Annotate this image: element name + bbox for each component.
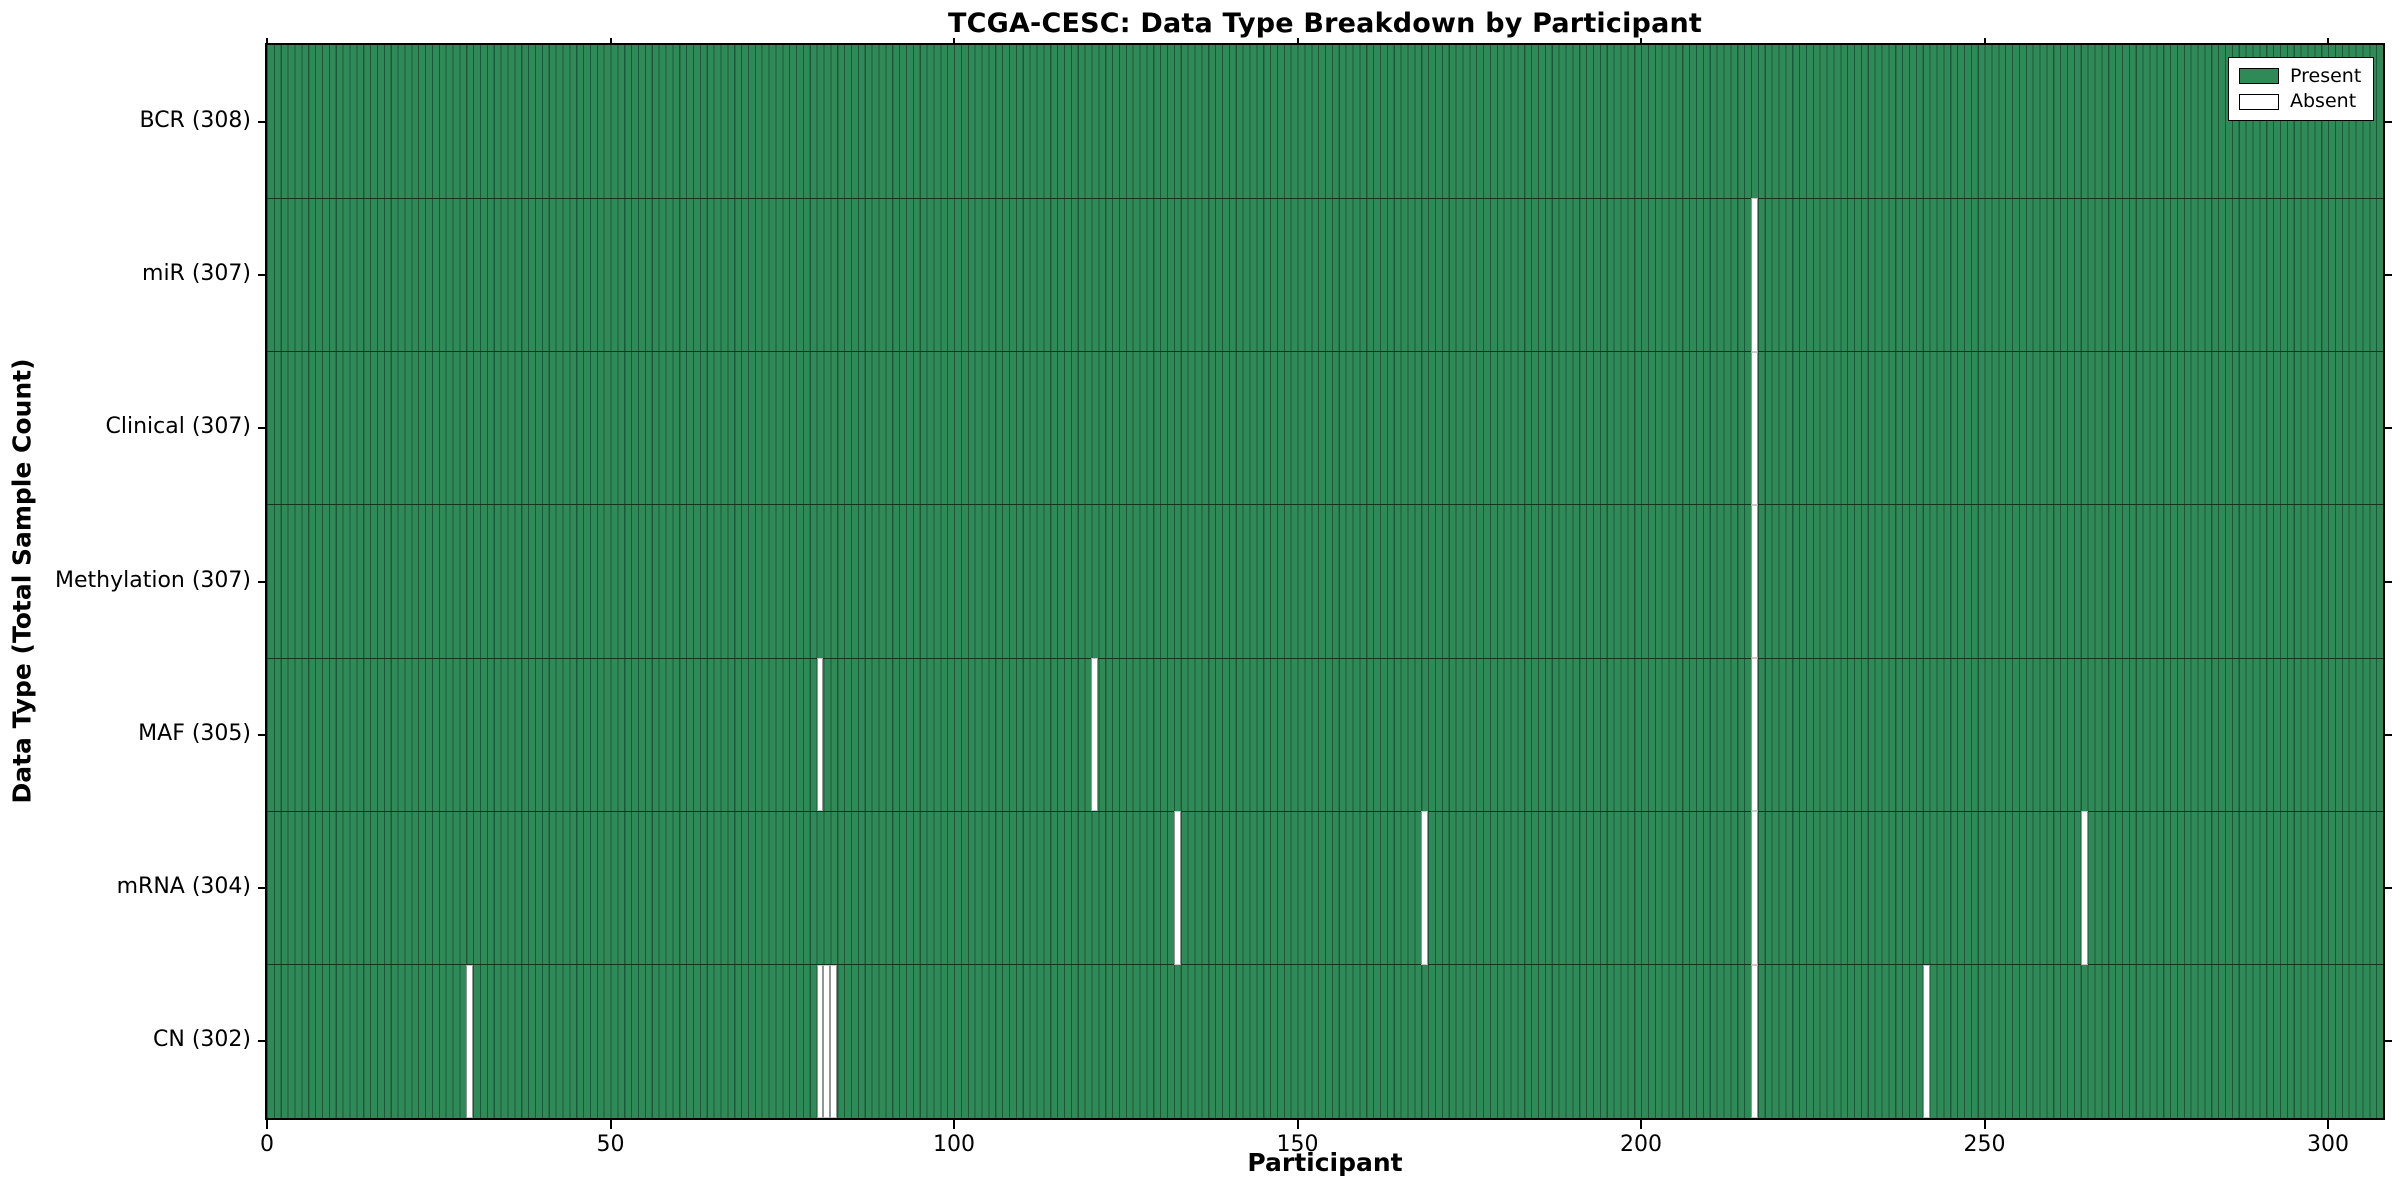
absent-bar-CN-216 [1750, 964, 1758, 1118]
y-tick-left [258, 427, 265, 430]
x-tick-label: 150 [1276, 1132, 1319, 1157]
absent-bar-Methylation-216 [1750, 504, 1758, 659]
x-tick-label: 300 [2307, 1132, 2350, 1157]
x-tick-bottom [953, 1118, 955, 1129]
y-tick-label-BCR: BCR (308) [139, 107, 251, 133]
x-tick-top [266, 38, 268, 44]
x-tick-top [2327, 38, 2330, 44]
x-tick-top [609, 38, 612, 44]
row-miR [267, 198, 2383, 352]
y-tick-label-mRNA: mRNA (304) [116, 874, 251, 900]
y-tick-label-miR: miR (307) [142, 260, 251, 286]
x-tick-top [1640, 38, 1643, 44]
absent-bar-MAF-80 [816, 658, 824, 812]
legend-item-absent: Absent [2229, 92, 2373, 111]
absent-bar-CN-81 [823, 964, 831, 1118]
absent-bar-MAF-216 [1750, 658, 1758, 812]
row-BCR [267, 45, 2383, 199]
legend: Present Absent [2228, 57, 2374, 121]
absent-bar-miR-216 [1750, 198, 1758, 352]
row-MAF [267, 658, 2383, 812]
y-tick-left [258, 580, 265, 583]
legend-label-present: Present [2290, 64, 2362, 87]
x-tick-label: 200 [1620, 1132, 1663, 1157]
y-tick-left [258, 1040, 265, 1043]
present-swatch-icon [2239, 68, 2279, 85]
x-axis-label: Participant [1247, 1148, 1403, 1177]
x-tick-bottom [1296, 1118, 1299, 1129]
y-tick-right [2385, 120, 2392, 123]
x-tick-label: 250 [1963, 1132, 2006, 1157]
absent-bar-mRNA-132 [1173, 811, 1181, 965]
x-tick-bottom [2327, 1118, 2330, 1129]
y-tick-right [2385, 887, 2392, 890]
x-tick-bottom [1640, 1118, 1643, 1129]
row-divider [267, 810, 2383, 812]
plot-area [265, 43, 2385, 1120]
y-tick-left [258, 273, 265, 276]
absent-bar-mRNA-216 [1750, 811, 1758, 965]
y-tick-label-Methylation: Methylation (307) [55, 567, 251, 593]
row-CN [267, 964, 2383, 1118]
y-tick-right [2385, 273, 2392, 276]
row-divider [267, 657, 2383, 659]
absent-bar-CN-29 [466, 964, 474, 1118]
x-tick-top [953, 38, 955, 44]
row-divider [267, 964, 2383, 966]
row-Clinical [267, 351, 2383, 505]
row-mRNA [267, 811, 2383, 965]
row-divider [267, 197, 2383, 199]
absent-bar-MAF-120 [1091, 658, 1099, 812]
y-tick-left [258, 733, 265, 736]
absent-bar-CN-80 [816, 964, 824, 1118]
y-tick-label-MAF: MAF (305) [138, 720, 251, 746]
x-tick-bottom [609, 1118, 612, 1129]
x-tick-top [1983, 38, 1986, 44]
x-tick-bottom [1983, 1118, 1986, 1129]
absent-bar-mRNA-168 [1421, 811, 1429, 965]
y-tick-right [2385, 580, 2392, 583]
y-tick-left [258, 887, 265, 890]
row-divider [267, 351, 2383, 353]
absent-bar-mRNA-264 [2080, 811, 2088, 965]
chart-title: TCGA-CESC: Data Type Breakdown by Partic… [947, 8, 1703, 39]
y-tick-right [2385, 733, 2392, 736]
y-tick-label-CN: CN (302) [153, 1027, 251, 1053]
absent-swatch-icon [2239, 93, 2279, 110]
absent-bar-Clinical-216 [1750, 351, 1758, 505]
absent-bar-CN-241 [1922, 964, 1930, 1118]
y-tick-right [2385, 1040, 2392, 1043]
x-tick-bottom [266, 1118, 268, 1129]
x-tick-label: 100 [933, 1132, 975, 1157]
y-tick-right [2385, 427, 2392, 430]
x-tick-label: 50 [596, 1132, 625, 1157]
row-divider [267, 504, 2383, 506]
x-tick-top [1296, 38, 1299, 44]
x-tick-label: 0 [260, 1132, 274, 1157]
row-Methylation [267, 504, 2383, 659]
legend-label-absent: Absent [2290, 90, 2357, 113]
absent-bar-CN-82 [830, 964, 838, 1118]
y-tick-label-Clinical: Clinical (307) [105, 414, 251, 440]
legend-item-present: Present [2229, 64, 2373, 87]
y-tick-left [258, 120, 265, 123]
